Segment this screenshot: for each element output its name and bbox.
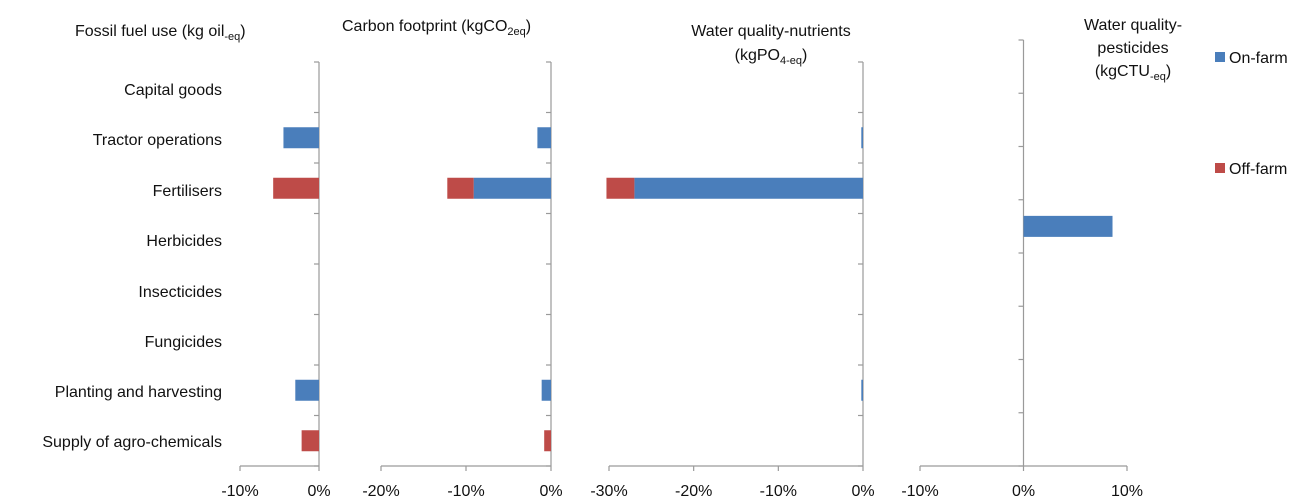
category-label: Herbicides xyxy=(146,233,222,250)
x-tick-label: -10% xyxy=(760,483,797,500)
bar-on-farm xyxy=(473,177,551,199)
x-tick-label: 0% xyxy=(539,483,562,500)
legend-label: Off-farm xyxy=(1229,161,1287,178)
panel-title: Carbon footprint (kgCO2eq) xyxy=(342,18,531,38)
bar-on-farm xyxy=(861,127,863,149)
legend-item: Off-farm xyxy=(1215,161,1287,178)
x-tick-label: -20% xyxy=(362,483,399,500)
bar-on-farm xyxy=(541,379,551,401)
legend-swatch xyxy=(1215,52,1225,62)
x-tick-label: 0% xyxy=(1012,483,1035,500)
category-label: Capital goods xyxy=(124,82,222,99)
panel-1: -10% 0% xyxy=(221,61,331,500)
category-label: Insecticides xyxy=(138,284,222,301)
category-label: Tractor operations xyxy=(93,132,222,149)
category-label: Planting and harvesting xyxy=(55,384,222,401)
bar-on-farm xyxy=(634,177,863,199)
panel-4: -10% 0% 10% xyxy=(901,39,1143,500)
x-tick-label: -30% xyxy=(590,483,627,500)
bar-on-farm xyxy=(861,379,863,401)
bar-off-farm xyxy=(606,177,635,199)
panel-3: -30% -20% -10% 0% xyxy=(590,61,875,500)
category-label: Fertilisers xyxy=(153,183,222,200)
panel-title: Water quality- xyxy=(1084,17,1182,34)
panel-title-unit: (kgPO4-eq) xyxy=(735,47,808,67)
x-tick-label: 0% xyxy=(307,483,330,500)
panel-2: -20% -10% 0% xyxy=(362,61,563,500)
bar-on-farm xyxy=(537,127,551,149)
bar-on-farm xyxy=(283,127,319,149)
x-tick-label: 0% xyxy=(851,483,874,500)
panel-title-unit: (kgCTU-eq) xyxy=(1095,63,1171,83)
panel-title: Fossil fuel use (kg oil-eq) xyxy=(75,23,246,43)
panel-title: Water quality-nutrients xyxy=(691,23,850,40)
category-label: Supply of agro-chemicals xyxy=(42,434,222,451)
category-label: Fungicides xyxy=(145,334,222,351)
bar-on-farm xyxy=(1023,215,1113,237)
legend-label: On-farm xyxy=(1229,50,1288,67)
panel-title: pesticides xyxy=(1097,40,1168,57)
bar-off-farm xyxy=(447,177,474,199)
bar-on-farm xyxy=(295,379,319,401)
bar-off-farm xyxy=(273,177,319,199)
x-tick-label: -10% xyxy=(447,483,484,500)
x-tick-label: -10% xyxy=(901,483,938,500)
x-tick-label: -10% xyxy=(221,483,258,500)
bar-off-farm xyxy=(301,430,319,452)
legend-item: On-farm xyxy=(1215,50,1288,67)
x-tick-label: 10% xyxy=(1111,483,1143,500)
x-tick-label: -20% xyxy=(675,483,712,500)
bar-off-farm xyxy=(544,430,551,452)
legend-swatch xyxy=(1215,163,1225,173)
